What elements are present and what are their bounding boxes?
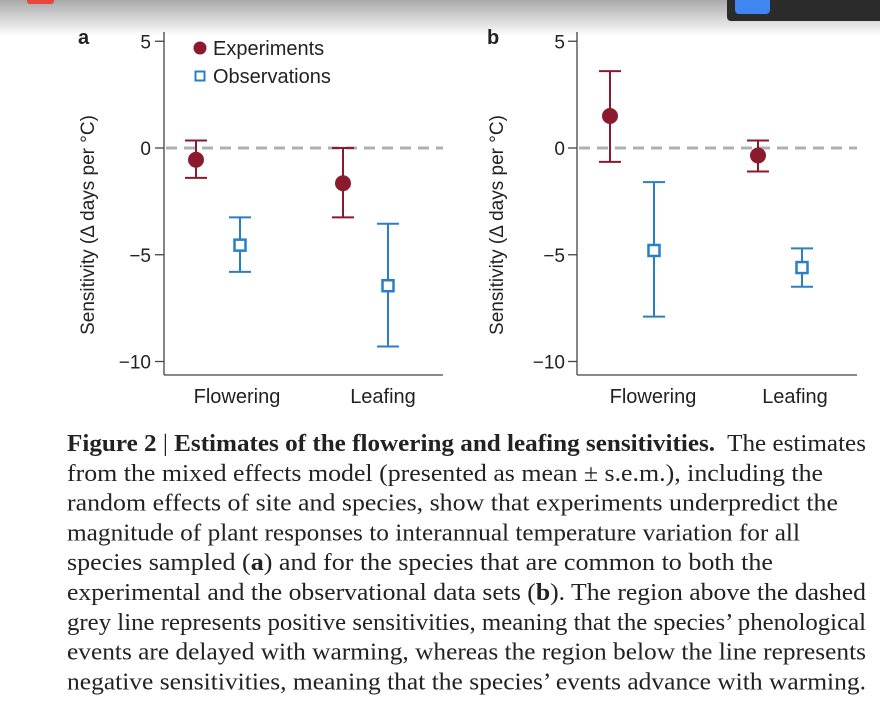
caption-text: from the mixed effects model (presented … bbox=[67, 461, 823, 487]
y-tick-label: 5 bbox=[554, 32, 565, 53]
caption-text: ). The region above the dashed bbox=[550, 580, 866, 606]
caption-line: species sampled (a) and for the species … bbox=[67, 550, 773, 576]
app-icon[interactable] bbox=[735, 0, 770, 14]
x-category-label: Flowering bbox=[194, 386, 281, 408]
legend-experiments-label: Experiments bbox=[213, 38, 324, 60]
caption-line: negative sensitivities, meaning that the… bbox=[67, 669, 866, 695]
caption-bold-text: b bbox=[536, 580, 550, 606]
experiments-point-leafing bbox=[747, 139, 769, 173]
caption-line: experimental and the observational data … bbox=[67, 580, 866, 606]
y-axis-label: Sensitivity (Δ days per °C) bbox=[487, 115, 508, 335]
caption-line: Figure 2 | Estimates of the flowering an… bbox=[67, 431, 866, 457]
experiments-point-leafing bbox=[332, 147, 354, 219]
caption-line: from the mixed effects model (presented … bbox=[67, 461, 823, 487]
caption-text: grey line represents positive sensitivit… bbox=[67, 610, 866, 636]
caption-bold-text: Estimates of the flowering and leafing s… bbox=[174, 431, 715, 457]
mean-marker-square bbox=[233, 238, 247, 252]
y-axis-label: Sensitivity (Δ days per °C) bbox=[78, 115, 99, 335]
caption-line: events are delayed with warming, whereas… bbox=[67, 640, 866, 666]
mean-marker-circle bbox=[188, 151, 204, 168]
panel-b: b Sensitivity (Δ days per °C) 5 0 −5 −10 Flowe… bbox=[487, 27, 857, 408]
y-tick-label: −5 bbox=[129, 246, 151, 267]
mean-marker-square bbox=[795, 260, 809, 275]
mean-marker-square bbox=[647, 243, 661, 258]
caption-line: grey line represents positive sensitivit… bbox=[67, 610, 866, 636]
legend-observations-label: Observations bbox=[213, 66, 331, 88]
toolbar-overlay bbox=[727, 0, 880, 21]
x-category-label: Leafing bbox=[350, 386, 416, 408]
legend-observations-icon bbox=[194, 70, 206, 82]
figure-caption: Figure 2 | Estimates of the flowering an… bbox=[67, 431, 866, 695]
observations-point-leafing bbox=[377, 222, 399, 348]
caption-bold-text: Figure 2 bbox=[67, 431, 157, 457]
x-category-label: Flowering bbox=[610, 386, 697, 408]
y-tick-label: 0 bbox=[554, 139, 565, 160]
close-button[interactable] bbox=[27, 0, 54, 4]
legend-experiments-icon bbox=[193, 41, 207, 55]
panel-label: a bbox=[78, 27, 90, 49]
caption-line: random effects of site and species, show… bbox=[67, 491, 838, 517]
caption-bold-text: a bbox=[251, 550, 264, 576]
mean-marker-circle bbox=[750, 147, 766, 164]
caption-line: magnitude of plant responses to interann… bbox=[67, 520, 800, 546]
mean-marker-circle bbox=[335, 175, 351, 192]
x-category-label: Leafing bbox=[762, 386, 828, 408]
y-tick-label: 0 bbox=[140, 139, 151, 160]
observations-point-flowering bbox=[229, 216, 251, 273]
y-tick-label: −5 bbox=[543, 246, 565, 267]
y-tick-label: 5 bbox=[140, 32, 151, 53]
caption-text: negative sensitivities, meaning that the… bbox=[67, 669, 866, 695]
panel-label: b bbox=[487, 27, 499, 49]
caption-text: random effects of site and species, show… bbox=[67, 491, 838, 517]
experiments-point-flowering bbox=[599, 70, 621, 163]
y-tick-label: −10 bbox=[533, 353, 565, 374]
experiments-point-flowering bbox=[185, 139, 207, 179]
mean-marker-circle bbox=[602, 107, 618, 124]
observations-point-flowering bbox=[643, 181, 665, 318]
window-top-bar bbox=[0, 0, 880, 36]
caption-text: ) and for the species that are common to… bbox=[264, 550, 773, 576]
caption-text: species sampled ( bbox=[67, 550, 251, 576]
observations-point-leafing bbox=[791, 247, 813, 288]
panel-a: a Sensitivity (Δ days per °C) 5 0 −5 −10 Flowe… bbox=[78, 27, 443, 408]
caption-text: experimental and the observational data … bbox=[67, 580, 536, 606]
caption-text: The estimates bbox=[715, 431, 866, 457]
caption-text: magnitude of plant responses to interann… bbox=[67, 520, 800, 546]
y-tick-label: −10 bbox=[119, 353, 151, 374]
legend: Experiments Observations bbox=[193, 38, 331, 88]
caption-text: | bbox=[157, 431, 175, 457]
caption-text: events are delayed with warming, whereas… bbox=[67, 640, 866, 666]
mean-marker-square bbox=[381, 278, 395, 293]
